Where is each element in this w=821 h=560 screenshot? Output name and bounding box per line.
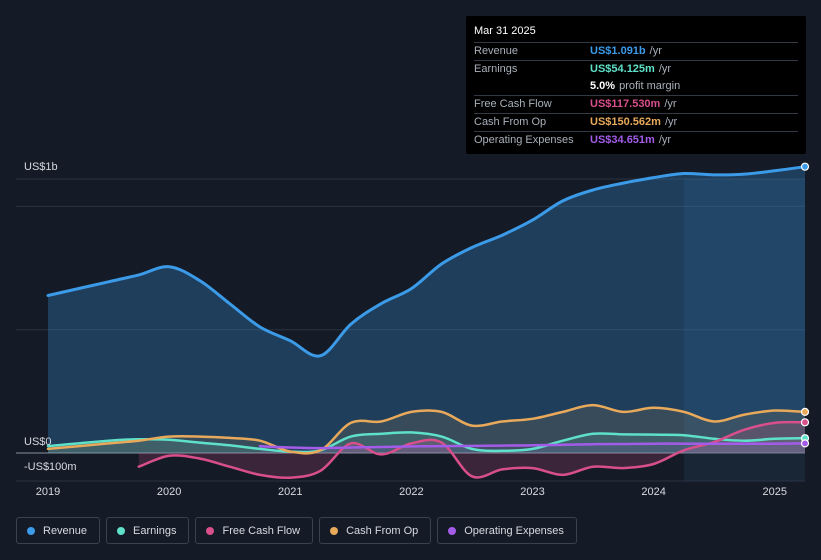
marker-cash-from-op <box>800 407 810 416</box>
y-tick-label: US$1b <box>24 161 58 173</box>
area-revenue <box>48 166 805 453</box>
x-tick-label: 2023 <box>520 486 544 498</box>
legend-label: Free Cash Flow <box>222 524 301 537</box>
x-tick-label: 2022 <box>399 486 423 498</box>
area-cash-from-op <box>48 405 805 454</box>
legend-dot-icon <box>27 526 35 535</box>
x-tick-label: 2020 <box>157 486 181 498</box>
tooltip-row-unit: /yr <box>658 63 672 75</box>
area-free-cash-flow <box>138 422 806 478</box>
tooltip-row-label: Revenue <box>474 45 519 57</box>
tooltip-row: Free Cash Flow US$117.530m/yr <box>474 95 798 113</box>
line-operating-expenses <box>258 442 807 450</box>
tooltip-row-value: US$150.562m <box>590 116 661 128</box>
tooltip-row-unit: /yr <box>664 116 678 128</box>
tooltip-row: Earnings US$54.125m/yr <box>474 60 798 78</box>
tooltip-row-value: 5.0% <box>590 80 616 92</box>
tooltip-row: 5.0% profit margin <box>474 78 798 95</box>
tooltip-row-unit: profit margin <box>619 80 681 92</box>
x-tick-label: 2019 <box>36 486 60 498</box>
legend-item-earnings[interactable]: Earnings <box>106 517 190 544</box>
tooltip-row: Revenue US$1.091b/yr <box>474 42 798 60</box>
tooltip-date: Mar 31 2025 <box>474 25 536 37</box>
x-tick-label: 2024 <box>641 486 665 498</box>
legend-item-free-cash-flow[interactable]: Free Cash Flow <box>195 517 314 544</box>
x-tick-label: 2021 <box>278 486 302 498</box>
x-tick-label: 2025 <box>762 486 786 498</box>
tooltip-row-unit: /yr <box>649 45 662 57</box>
legend: Revenue Earnings Free Cash Flow Cash From O… <box>16 517 577 544</box>
series-lines <box>46 165 807 480</box>
tooltip-row-value: US$117.530m <box>590 98 661 110</box>
legend-label: Operating Expenses <box>464 524 564 537</box>
tooltip: Mar 31 2025 Revenue US$1.091b/yr Earnings U… <box>466 16 806 154</box>
tooltip-row-value: US$1.091b <box>590 45 646 57</box>
tooltip-rows: Revenue US$1.091b/yr Earnings US$54.125m/yr… <box>474 42 798 149</box>
line-free-cash-flow <box>137 420 807 480</box>
tooltip-row-value: US$54.125m <box>590 63 655 75</box>
y-tick-label: -US$100m <box>24 461 77 473</box>
tooltip-row-label: Operating Expenses <box>474 134 574 146</box>
legend-dot-icon <box>206 526 215 535</box>
line-revenue <box>46 165 807 358</box>
marker-revenue <box>800 162 810 171</box>
x-axis: 2019 2020 2021 2022 2023 2024 2025 <box>36 486 787 498</box>
marker-operating-expenses <box>800 439 810 448</box>
tooltip-row-label: Free Cash Flow <box>474 98 552 110</box>
legend-dot-icon <box>330 526 339 535</box>
tooltip-row-unit: /yr <box>658 134 672 146</box>
end-markers <box>800 162 810 448</box>
tooltip-row-unit: /yr <box>664 98 677 110</box>
y-tick-label: US$0 <box>24 436 52 448</box>
tooltip-row: Cash From Op US$150.562m/yr <box>474 113 798 131</box>
marker-free-cash-flow <box>800 418 810 427</box>
legend-label: Cash From Op <box>346 524 419 537</box>
legend-dot-icon <box>448 526 457 535</box>
tooltip-row-label: Cash From Op <box>474 116 547 128</box>
legend-label: Earnings <box>133 524 177 537</box>
grid <box>16 178 805 482</box>
line-cash-from-op <box>46 403 807 455</box>
tooltip-row-label <box>474 78 590 95</box>
legend-item-revenue[interactable]: Revenue <box>16 517 101 544</box>
legend-label: Revenue <box>43 524 88 537</box>
legend-dot-icon <box>117 526 126 535</box>
tooltip-row: Operating Expenses US$34.651m/yr <box>474 131 798 149</box>
line-earnings <box>46 431 807 454</box>
y-axis: US$1b US$0 -US$100m <box>24 161 77 473</box>
tooltip-row-value: US$34.651m <box>590 134 655 146</box>
legend-item-cash-from-op[interactable]: Cash From Op <box>319 517 432 544</box>
series-areas <box>48 166 806 478</box>
area-earnings <box>48 432 805 453</box>
legend-item-operating-expenses[interactable]: Operating Expenses <box>437 517 577 544</box>
tooltip-row-label: Earnings <box>474 63 518 75</box>
